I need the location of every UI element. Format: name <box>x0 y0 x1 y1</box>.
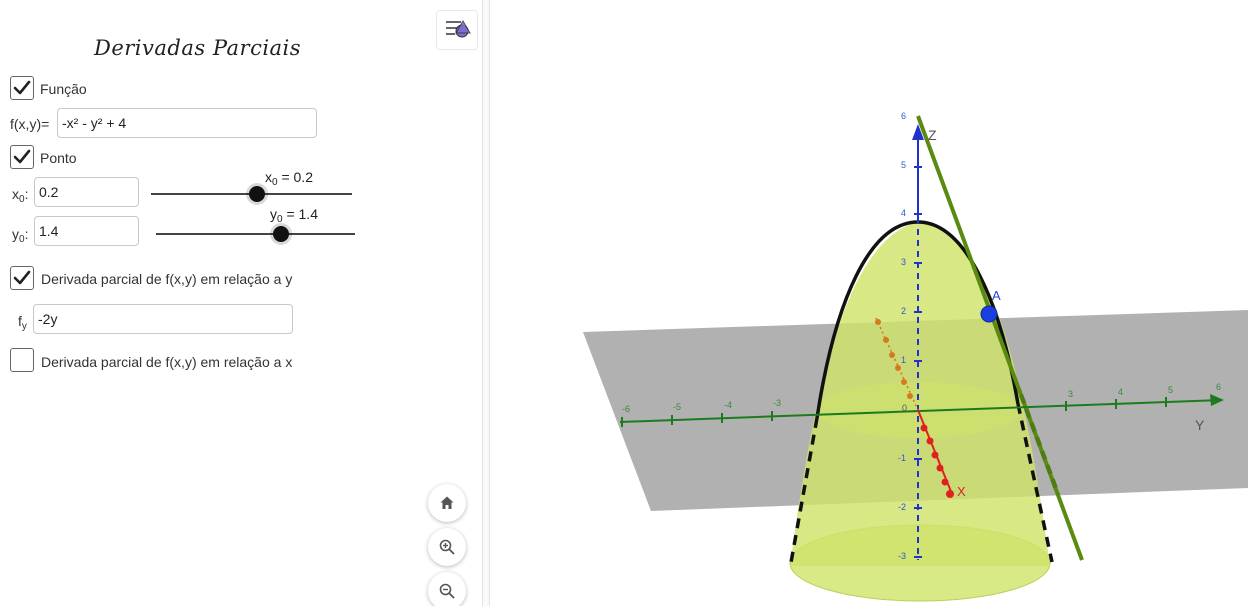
x0-input[interactable]: 0.2 <box>34 177 139 207</box>
y-tick-label: 6 <box>1216 382 1221 392</box>
section-curve-dashed-right <box>1016 403 1054 563</box>
section-curve-dashed-left <box>788 417 819 569</box>
zoom-in-icon <box>439 539 455 555</box>
deriv-y-label: Derivada parcial de f(x,y) em relação a … <box>41 271 293 287</box>
checkmark-icon <box>13 149 31 164</box>
point-a-label: A <box>992 288 1001 303</box>
point-a[interactable] <box>980 305 998 323</box>
y-axis-arrow <box>1210 394 1224 406</box>
x-axis-negative <box>875 317 919 411</box>
ponto-label: Ponto <box>40 150 77 166</box>
function-input[interactable]: -x² - y² + 4 <box>57 108 317 138</box>
zoom-in-button[interactable] <box>428 528 466 566</box>
graphics-canvas: Y -6 -5 -4 -3 3 4 5 6 Z 6 <box>583 111 1248 602</box>
z-tick-label: 1 <box>901 355 906 365</box>
fy-input[interactable]: -2y <box>33 304 293 334</box>
y-axis-label: Y <box>1195 417 1205 433</box>
algebra-panel: Derivadas Parciais Função f(x,y)= -x² - … <box>0 0 482 606</box>
home-icon <box>440 496 454 509</box>
z-tick-label: 4 <box>901 208 906 218</box>
checkmark-icon <box>13 80 31 95</box>
y-axis <box>619 399 1223 423</box>
funcao-label: Função <box>40 81 87 97</box>
deriv-x-checkbox[interactable] <box>10 348 34 372</box>
z-axis-arrow <box>912 124 924 140</box>
zoom-out-button[interactable] <box>428 572 466 606</box>
z-tick-label: 3 <box>901 257 906 267</box>
y0-slider-caption: y0 = 1.4 <box>270 206 318 225</box>
y-tick-label: -4 <box>724 400 732 410</box>
zoom-out-icon <box>439 583 455 599</box>
y0-slider-track[interactable] <box>156 233 355 235</box>
stylebar-toggle-icon <box>446 20 471 38</box>
deriv-y-checkbox[interactable] <box>10 266 34 290</box>
z-tick-label: -2 <box>898 502 906 512</box>
z-tick-label: 2 <box>901 306 906 316</box>
page-title: Derivadas Parciais <box>94 36 302 60</box>
checkmark-icon <box>13 270 31 285</box>
stylebar-toggle-button[interactable] <box>436 10 478 50</box>
y-tick-label: -5 <box>673 402 681 412</box>
y0-label: y0: <box>12 226 29 245</box>
z-axis-label: Z <box>928 127 937 143</box>
deriv-x-label: Derivada parcial de f(x,y) em relação a … <box>41 354 293 370</box>
funcao-checkbox[interactable] <box>10 76 34 100</box>
z-tick-label: -3 <box>898 551 906 561</box>
origin-label: 0 <box>902 403 907 413</box>
ponto-checkbox[interactable] <box>10 145 34 169</box>
y-tick-label: 5 <box>1168 385 1173 395</box>
z-tick-label: 6 <box>901 111 906 121</box>
y-tick-label: 3 <box>1068 389 1073 399</box>
x-axis-label: X <box>957 484 966 499</box>
z-tick-label: -1 <box>898 453 906 463</box>
graphics-3d-view[interactable]: Y -6 -5 -4 -3 3 4 5 6 Z 6 <box>490 0 1250 606</box>
y0-input[interactable]: 1.4 <box>34 216 139 246</box>
x-axis-ticks <box>920 424 954 498</box>
x-axis-negative-ticks <box>875 319 913 399</box>
z-tick-label: 5 <box>901 160 906 170</box>
y-tick-label: -3 <box>773 398 781 408</box>
y0-slider-handle[interactable] <box>273 226 290 242</box>
panel-divider[interactable] <box>482 0 490 606</box>
y-tick-label: -6 <box>622 404 630 414</box>
function-label: f(x,y)= <box>10 116 50 132</box>
home-button[interactable] <box>428 484 466 522</box>
fy-label: fy <box>18 313 27 332</box>
y-tick-label: 4 <box>1118 387 1123 397</box>
x0-slider-caption: x0 = 0.2 <box>265 169 313 188</box>
x0-slider-handle[interactable] <box>248 186 265 202</box>
x0-label: x0: <box>12 186 29 205</box>
tangent-line-dashed <box>1018 394 1061 495</box>
